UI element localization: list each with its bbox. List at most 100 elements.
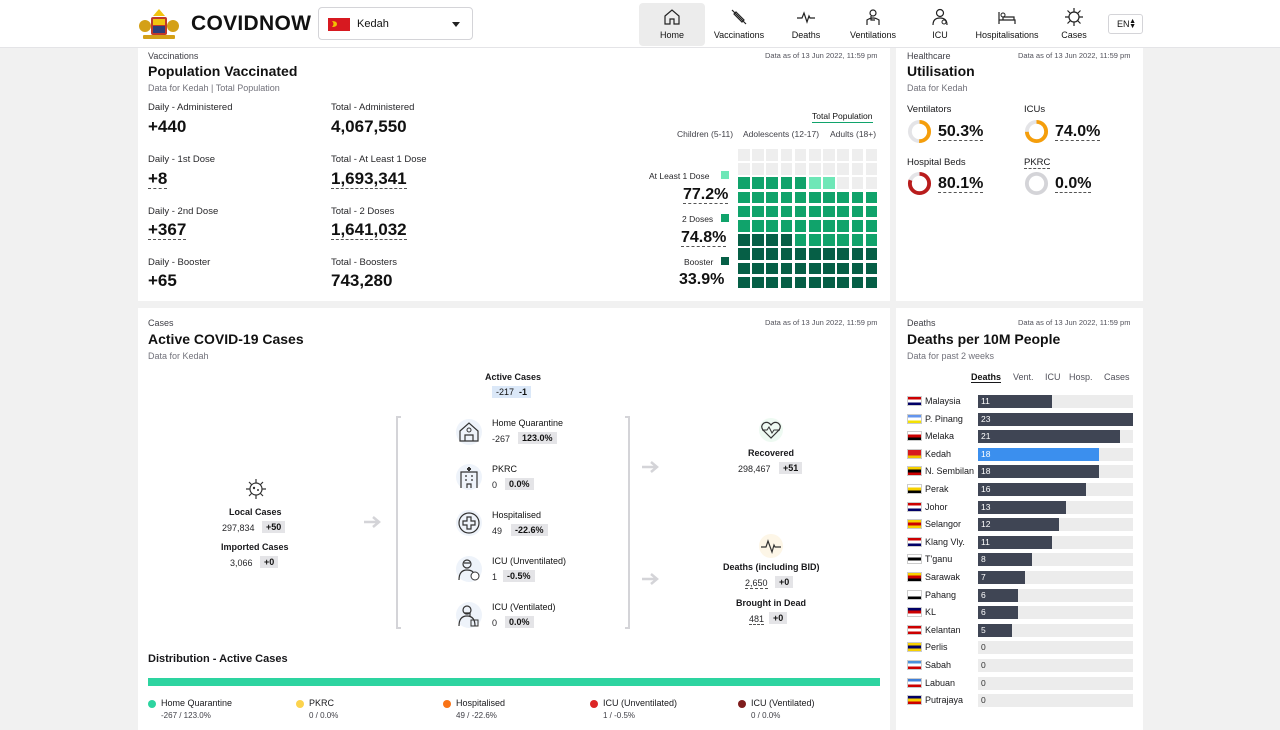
nav-home[interactable]: Home	[639, 3, 705, 46]
deaths-bar[interactable]	[978, 518, 1059, 532]
state-name: N. Sembilan	[925, 466, 975, 477]
local-cases-value: 297,834	[222, 523, 255, 533]
dose-value[interactable]: 77.2%	[683, 186, 729, 204]
legend-swatch	[721, 214, 729, 222]
util-label-icus: ICUs	[1024, 104, 1046, 115]
filter-children[interactable]: Children (5-11)	[677, 129, 734, 139]
imported-cases-change: +0	[260, 556, 279, 568]
bid-value[interactable]: 481	[749, 614, 765, 625]
deaths-bar[interactable]	[978, 588, 1019, 602]
bar-value-label: 5	[981, 624, 986, 635]
state-flag-icon	[907, 572, 922, 582]
nav-ventilations[interactable]: Ventilations	[839, 3, 907, 46]
utilisation-card	[896, 48, 1143, 301]
state-name: P. Pinang	[925, 413, 963, 424]
deaths-bar[interactable]	[978, 606, 1019, 620]
nav-vaccinations[interactable]: Vaccinations	[705, 3, 773, 46]
deaths-bar[interactable]	[978, 535, 1053, 549]
deaths-bar[interactable]	[978, 412, 1133, 426]
waffle-cell-2-doses	[837, 191, 849, 204]
state-flag-icon	[907, 695, 922, 706]
pkrc-value: 0	[492, 480, 498, 490]
bar-value-label: 12	[981, 519, 991, 530]
tab-vent[interactable]: Vent.	[1013, 372, 1034, 382]
active-cases-chip: -217 -1	[492, 386, 532, 398]
filter-adolescents[interactable]: Adolescents (12-17)	[743, 129, 820, 139]
waffle-cell-empty	[794, 163, 807, 175]
home-icon	[664, 9, 680, 25]
nav-deaths[interactable]: Deaths	[773, 3, 839, 46]
util-label-pkrc[interactable]: PKRC	[1024, 157, 1051, 169]
waffle-cell-booster	[809, 248, 821, 260]
stat-value: 743,280	[331, 271, 393, 290]
util-value-hospital-beds[interactable]: 80.1%	[938, 175, 984, 193]
deaths-bar[interactable]	[978, 483, 1086, 496]
waffle-cell-booster	[752, 234, 764, 246]
dose-label: 2 Doses	[682, 214, 714, 224]
stat-value[interactable]: +367	[148, 220, 187, 240]
deaths-bar[interactable]	[978, 571, 1026, 584]
bar-track: 6	[978, 588, 1133, 602]
filter-total-population[interactable]: Total Population	[812, 111, 873, 123]
bar-value-label: 7	[981, 572, 986, 582]
sort-arrows-icon: ▲ ▼	[1129, 18, 1136, 30]
language-label: EN	[1117, 19, 1130, 29]
home-quarantine-change: 123.0%	[518, 432, 557, 444]
tab-deaths[interactable]: Deaths	[971, 372, 1002, 383]
waffle-cell-booster	[823, 262, 835, 275]
waffle-cell-empty	[752, 149, 764, 161]
section-label: Cases	[148, 318, 174, 328]
util-value-ventilators[interactable]: 50.3%	[938, 123, 984, 141]
deaths-value[interactable]: 2,650	[745, 578, 768, 589]
util-value-icus[interactable]: 74.0%	[1055, 123, 1101, 141]
card-subtitle: Data for past 2 weeks	[907, 351, 995, 361]
state-flag-icon	[907, 660, 922, 670]
dose-value[interactable]: 74.8%	[681, 229, 727, 247]
nav-icu[interactable]: ICU	[907, 3, 973, 46]
filter-adults[interactable]: Adults (18+)	[830, 129, 877, 139]
nav-cases[interactable]: Cases	[1041, 3, 1107, 46]
nav-hospitalisations[interactable]: Hospitalisations	[973, 3, 1041, 46]
stat-value[interactable]: 1,693,341	[331, 169, 407, 189]
deaths-bar[interactable]	[978, 500, 1066, 514]
deaths-bar[interactable]	[978, 395, 1053, 408]
active-cases-change: -1	[519, 387, 528, 397]
bar-value-label: 16	[981, 484, 991, 494]
deaths-bar[interactable]	[978, 465, 1100, 479]
state-name: Putrajaya	[925, 695, 964, 706]
deaths-bar[interactable]	[978, 623, 1012, 637]
util-value-pkrc[interactable]: 0.0%	[1055, 175, 1092, 193]
malaysia-coat-of-arms-icon[interactable]	[137, 8, 181, 40]
state-flag-icon	[907, 431, 922, 442]
state-select[interactable]: Kedah	[318, 7, 473, 40]
waffle-cell-empty	[837, 163, 849, 175]
waffle-cell-booster	[865, 262, 878, 275]
waffle-cell-2-doses	[752, 177, 764, 189]
tab-cases[interactable]: Cases	[1104, 372, 1130, 382]
recovered-value: 298,467	[738, 464, 771, 474]
stat-value[interactable]: 1,641,032	[331, 220, 407, 240]
arrow-right-icon	[642, 573, 659, 585]
tab-hosp[interactable]: Hosp.	[1069, 372, 1093, 382]
local-cases-change: +50	[262, 521, 286, 533]
deaths-bar[interactable]	[978, 447, 1100, 461]
stat-value[interactable]: +8	[148, 169, 168, 189]
legend-dot	[443, 700, 451, 708]
deaths-bar[interactable]	[978, 430, 1120, 444]
tab-icu[interactable]: ICU	[1045, 372, 1061, 382]
deaths-bar-row: T'ganu 8	[907, 553, 1137, 567]
icu-ventilated-value: 0	[492, 618, 498, 628]
deaths-bar[interactable]	[978, 553, 1032, 567]
deaths-bar-row: Perak 16	[907, 483, 1137, 496]
section-label: Vaccinations	[148, 51, 199, 61]
brand-name[interactable]: COVIDNOW	[191, 12, 312, 35]
deaths-bar-row: Perlis 0	[907, 641, 1137, 655]
waffle-cell-booster	[752, 248, 764, 260]
waffle-cell-booster	[851, 276, 864, 289]
stat-label: Total - 2 Doses	[331, 206, 395, 217]
waffle-cell-booster	[780, 276, 793, 289]
deaths-bar-row: Pahang 6	[907, 588, 1137, 602]
language-select[interactable]: EN ▲ ▼	[1108, 14, 1143, 34]
bar-value-label: 0	[981, 642, 986, 653]
state-flag-icon	[907, 677, 922, 688]
